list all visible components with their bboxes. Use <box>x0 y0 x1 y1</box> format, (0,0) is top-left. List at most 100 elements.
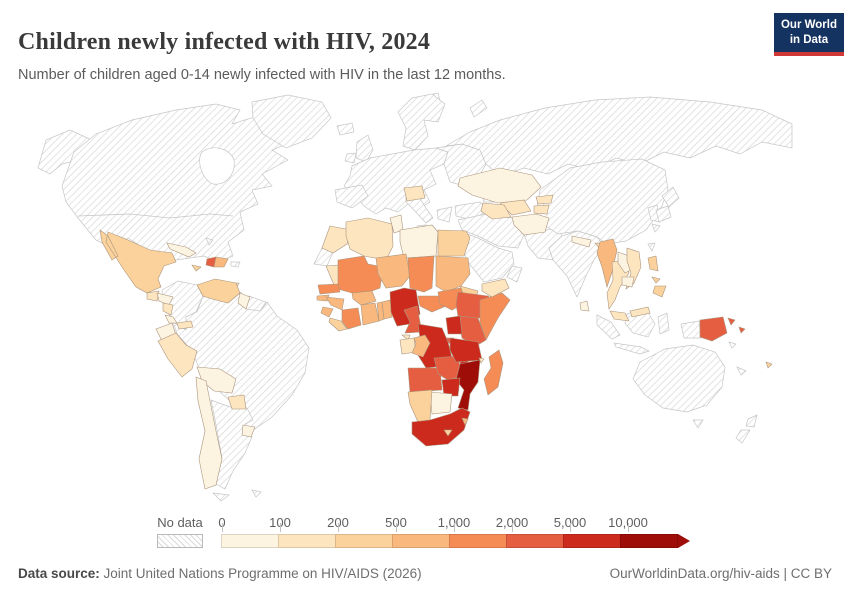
country-benin[interactable] <box>381 299 393 320</box>
country-ghana[interactable] <box>360 302 380 326</box>
country-philippines[interactable] <box>647 255 667 298</box>
country-zimbabwe[interactable] <box>441 377 461 397</box>
country-romania[interactable] <box>403 185 426 202</box>
country-mozambique[interactable] <box>455 359 481 411</box>
country-japan[interactable] <box>651 186 680 233</box>
country-liberia[interactable] <box>328 317 348 332</box>
country-guyana[interactable] <box>237 292 251 310</box>
country-fiji[interactable] <box>765 361 773 369</box>
legend-segment[interactable] <box>620 534 678 548</box>
chart-footer: Data source: Joint United Nations Progra… <box>0 566 850 581</box>
country-sulawesi[interactable] <box>657 312 670 335</box>
country-turkmenistan[interactable] <box>480 202 512 220</box>
country-eswatini[interactable] <box>461 417 469 426</box>
country-sierra-leone[interactable] <box>320 306 334 318</box>
country-tajikistan[interactable] <box>533 204 550 215</box>
country-greenland[interactable] <box>251 94 332 149</box>
country-nepal[interactable] <box>571 235 592 248</box>
no-data-swatch[interactable] <box>157 534 203 548</box>
country-comoros[interactable] <box>478 357 485 364</box>
country-congo[interactable] <box>411 334 431 358</box>
country-angola[interactable] <box>407 367 443 393</box>
country-burkina-faso[interactable] <box>351 290 377 306</box>
country-guatemala[interactable] <box>146 290 160 302</box>
country-india[interactable] <box>548 230 606 298</box>
country-cuba[interactable] <box>166 242 197 258</box>
country-libya[interactable] <box>399 224 439 259</box>
country-indonesian-papua[interactable] <box>680 320 702 339</box>
country-new-caledonia[interactable] <box>736 366 747 376</box>
country-new-zealand[interactable] <box>735 414 758 444</box>
legend-segment[interactable] <box>506 534 564 548</box>
legend-segment[interactable] <box>392 534 450 548</box>
country-uganda[interactable] <box>445 315 463 335</box>
legend-segment[interactable] <box>335 534 393 548</box>
country-cambodia[interactable] <box>621 276 635 288</box>
country-kazakhstan[interactable] <box>457 167 542 204</box>
country-botswana[interactable] <box>429 391 453 415</box>
country-madagascar[interactable] <box>483 349 504 396</box>
country-nicaragua[interactable] <box>162 302 174 316</box>
country-kenya[interactable] <box>457 315 487 347</box>
country-myanmar[interactable] <box>596 238 618 289</box>
country-novaya-zemlya[interactable] <box>469 99 488 118</box>
country-car[interactable] <box>417 295 447 313</box>
country-cote-divoire[interactable] <box>341 307 362 330</box>
country-peru[interactable] <box>157 332 198 378</box>
country-panama[interactable] <box>176 320 194 330</box>
country-egypt[interactable] <box>437 229 471 257</box>
country-namibia[interactable] <box>407 389 433 423</box>
country-falklands[interactable] <box>251 489 262 498</box>
country-venezuela[interactable] <box>196 278 241 304</box>
country-papua-new-guinea[interactable] <box>699 316 746 342</box>
country-puerto-rico[interactable] <box>230 261 241 268</box>
country-uk[interactable] <box>355 134 374 163</box>
country-korea[interactable] <box>647 204 661 223</box>
country-java[interactable] <box>613 342 650 355</box>
country-scandinavia[interactable] <box>397 93 446 151</box>
country-chile[interactable] <box>195 376 223 490</box>
country-kyrgyzstan[interactable] <box>535 194 554 205</box>
country-yemen[interactable] <box>481 278 510 298</box>
country-chad[interactable] <box>407 255 435 293</box>
country-senegal[interactable] <box>317 283 341 295</box>
country-china[interactable] <box>535 158 669 245</box>
world-choropleth-map[interactable] <box>0 90 850 510</box>
owid-logo[interactable]: Our World in Data <box>773 13 844 56</box>
country-paraguay[interactable] <box>227 394 247 410</box>
country-ireland[interactable] <box>344 152 357 164</box>
footer-link[interactable]: OurWorldinData.org/hiv-aids | CC BY <box>609 566 832 581</box>
country-mali[interactable] <box>337 255 384 294</box>
country-sudan[interactable] <box>435 255 471 293</box>
country-uzbekistan[interactable] <box>499 199 532 216</box>
country-iceland[interactable] <box>336 122 355 136</box>
country-greece[interactable] <box>436 206 453 223</box>
country-australia[interactable] <box>632 344 726 429</box>
country-oman[interactable] <box>506 265 523 283</box>
country-tanzania[interactable] <box>449 337 483 363</box>
country-guinea-bissau[interactable] <box>316 294 330 302</box>
country-sri-lanka[interactable] <box>579 300 590 312</box>
country-mexico[interactable] <box>99 229 177 294</box>
country-solomon-islands[interactable] <box>728 341 737 349</box>
country-algeria[interactable] <box>345 217 394 261</box>
legend-segment[interactable] <box>563 534 621 548</box>
country-dominican-republic[interactable] <box>213 256 229 268</box>
country-somalia[interactable] <box>479 292 511 341</box>
country-malaysia[interactable] <box>609 306 651 322</box>
country-iberia[interactable] <box>334 184 369 209</box>
legend-tick-mark <box>570 523 571 532</box>
country-afghanistan[interactable] <box>511 213 550 236</box>
country-sumatra[interactable] <box>596 314 621 340</box>
legend-segment[interactable] <box>278 534 336 548</box>
legend-segment[interactable] <box>221 534 279 548</box>
country-uruguay[interactable] <box>241 424 256 438</box>
country-jamaica[interactable] <box>191 264 202 272</box>
country-taiwan[interactable] <box>647 242 656 252</box>
country-bahamas[interactable] <box>205 237 214 246</box>
country-canada-usa[interactable] <box>61 103 297 263</box>
country-lesotho[interactable] <box>443 429 453 437</box>
country-niger[interactable] <box>375 253 411 289</box>
legend-segment[interactable] <box>449 534 507 548</box>
